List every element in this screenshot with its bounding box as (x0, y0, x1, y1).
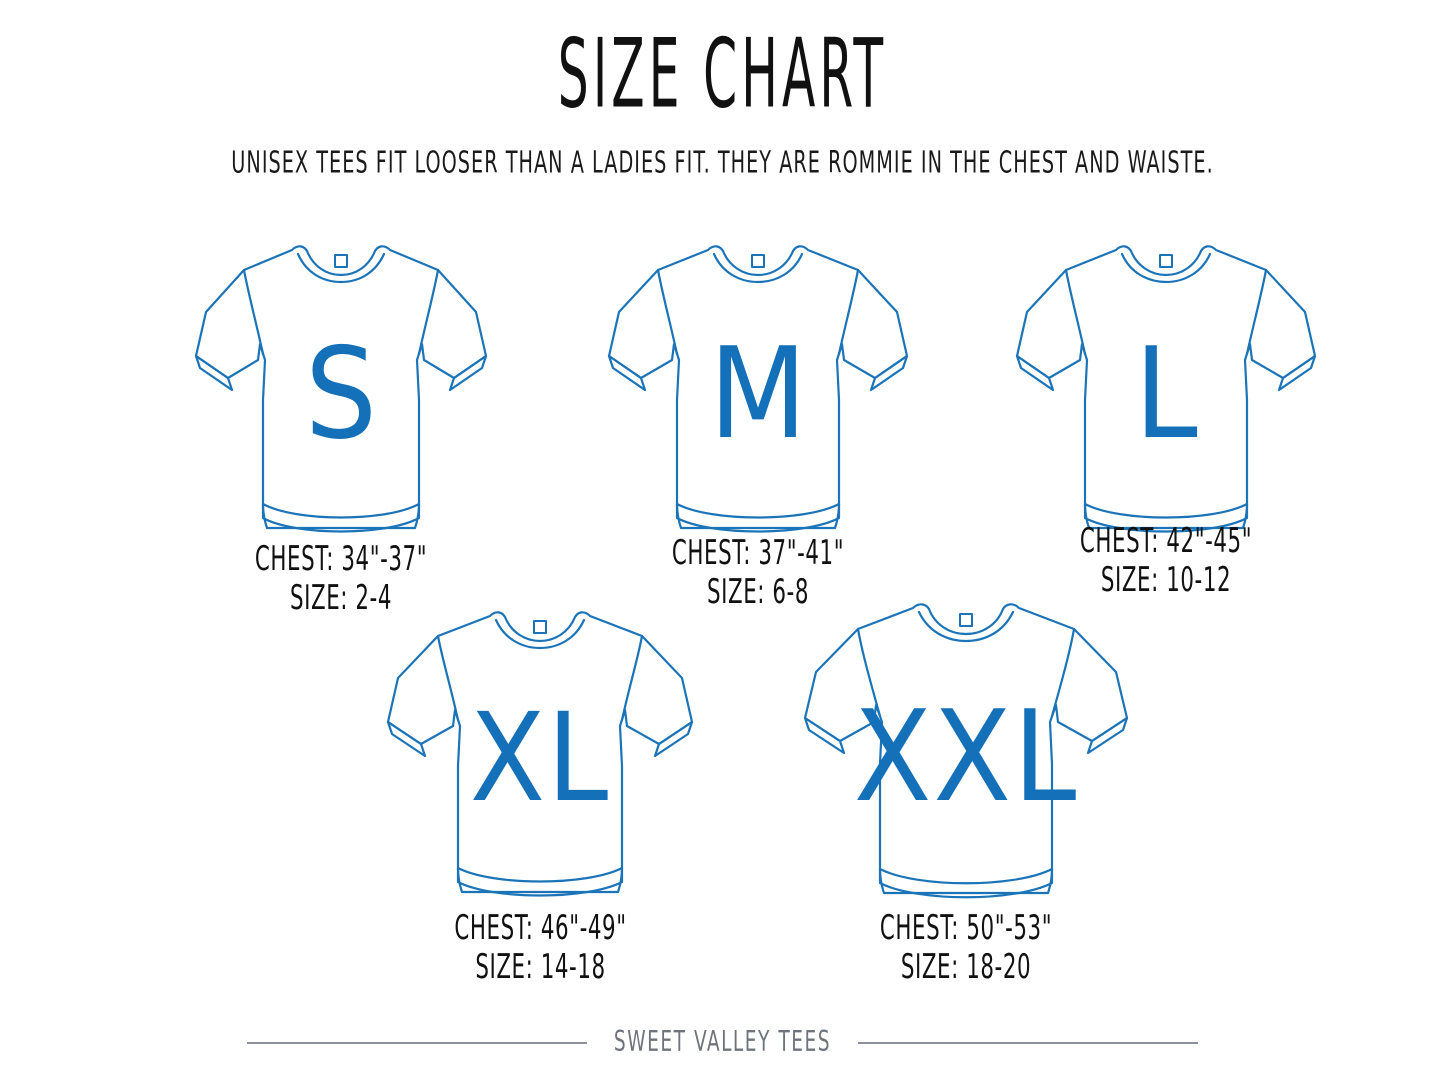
chest-range-xl: CHEST: 46"-49" (454, 908, 627, 948)
chest-range-l: CHEST: 42"-45" (1079, 521, 1253, 561)
size-caption-xxl: CHEST: 50"-53" SIZE: 18-20 (786, 908, 1146, 984)
size-card-xl: XL CHEST: 46"-49" SIZE: 14-18 (368, 600, 713, 989)
brand-name: SWEET VALLEY TEES (613, 1026, 832, 1059)
shirt-letter-xl: XL (470, 687, 610, 829)
size-range-xxl: SIZE: 18-20 (900, 947, 1032, 987)
tshirt-illustration-l: L (1015, 245, 1317, 533)
tshirt-illustration-xl: XL (386, 611, 694, 897)
shirt-letter-l: L (1134, 320, 1197, 467)
page-title: SIZE CHART (557, 18, 888, 130)
shirt-letter-m: M (709, 320, 807, 467)
size-caption-xl: CHEST: 46"-49" SIZE: 14-18 (368, 908, 713, 984)
tshirt-illustration-m: M (607, 245, 909, 533)
size-caption-m: CHEST: 37"-41" SIZE: 6-8 (588, 533, 928, 609)
footer-rule-left (247, 1041, 588, 1044)
size-card-l: L CHEST: 42"-45" SIZE: 10-12 (996, 232, 1336, 602)
size-card-m: M CHEST: 37"-41" SIZE: 6-8 (588, 232, 928, 614)
size-caption-l: CHEST: 42"-45" SIZE: 10-12 (996, 521, 1336, 597)
footer-rule-right (857, 1041, 1198, 1044)
chest-range-s: CHEST: 34"-37" (254, 539, 428, 579)
chest-range-m: CHEST: 37"-41" (671, 533, 845, 573)
size-card-xxl: XXL CHEST: 50"-53" SIZE: 18-20 (786, 592, 1146, 989)
footer: SWEET VALLEY TEES (0, 1026, 1445, 1059)
shirt-letter-xxl: XXL (854, 683, 1078, 830)
size-card-s: S CHEST: 34"-37" SIZE: 2-4 (176, 232, 506, 620)
shirt-letter-s: S (305, 320, 377, 467)
size-range-m: SIZE: 6-8 (706, 572, 810, 612)
page-subtitle: UNISEX TEES FIT LOOSER THAN A LADIES FIT… (231, 146, 1214, 181)
size-range-l: SIZE: 10-12 (1100, 560, 1232, 600)
size-range-s: SIZE: 2-4 (289, 578, 393, 618)
tshirt-illustration-s: S (194, 245, 488, 533)
chest-range-xxl: CHEST: 50"-53" (879, 908, 1053, 948)
tshirt-illustration-xxl: XXL (803, 603, 1129, 899)
size-range-xl: SIZE: 14-18 (475, 947, 606, 987)
size-caption-s: CHEST: 34"-37" SIZE: 2-4 (176, 539, 506, 615)
